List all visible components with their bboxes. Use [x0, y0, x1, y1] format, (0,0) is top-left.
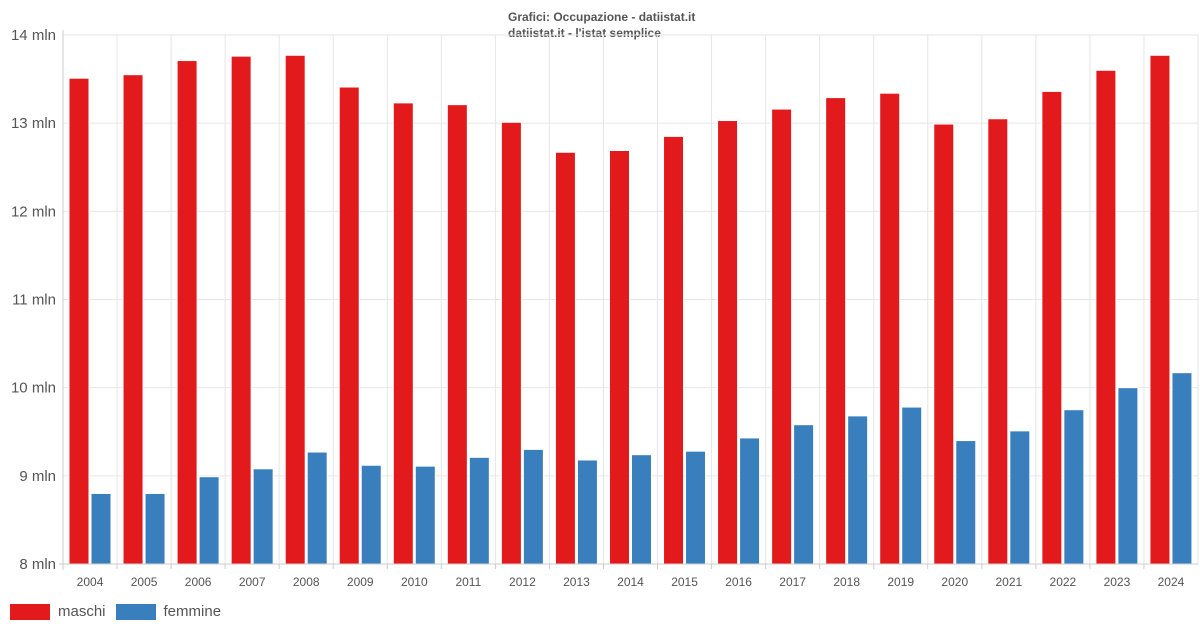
bar-femmine — [198, 476, 220, 565]
bar-femmine — [576, 459, 598, 565]
bar-femmine — [685, 450, 707, 565]
x-tick-label: 2022 — [1050, 575, 1077, 589]
bar-maschi — [554, 151, 576, 565]
y-tick-label: 13 mln — [11, 115, 56, 132]
chart-title: Grafici: Occupazione - datiistat.it — [508, 10, 695, 24]
legend: maschi femmine — [10, 603, 231, 620]
bar-femmine — [847, 415, 869, 565]
x-tick-label: 2012 — [509, 575, 536, 589]
bar-maschi — [1149, 54, 1171, 565]
bar-femmine — [1009, 430, 1031, 565]
x-tick-label: 2017 — [779, 575, 806, 589]
x-tick-label: 2018 — [833, 575, 860, 589]
x-tick-label: 2005 — [131, 575, 158, 589]
bar-femmine — [1063, 409, 1085, 565]
legend-item-maschi[interactable]: maschi — [10, 603, 106, 620]
y-tick-label: 11 mln — [12, 292, 56, 309]
x-tick-label: 2010 — [401, 575, 428, 589]
legend-label-femmine: femmine — [163, 603, 222, 620]
legend-item-femmine[interactable]: femmine — [115, 603, 222, 620]
y-tick-label: 9 mln — [19, 468, 56, 485]
x-tick-label: 2023 — [1104, 575, 1131, 589]
bar-femmine — [144, 492, 166, 565]
x-tick-label: 2014 — [617, 575, 644, 589]
x-tick-label: 2009 — [347, 575, 374, 589]
bar-femmine — [522, 448, 544, 565]
bar-maschi — [987, 118, 1009, 565]
x-tick-label: 2016 — [725, 575, 752, 589]
bar-maschi — [338, 86, 360, 565]
bar-maschi — [1095, 69, 1117, 565]
bar-maschi — [771, 108, 793, 565]
legend-label-maschi: maschi — [58, 603, 106, 620]
bar-femmine — [1117, 387, 1139, 565]
bar-maschi — [230, 55, 252, 565]
bar-maschi — [122, 74, 144, 565]
legend-swatch-maschi — [10, 603, 50, 620]
x-tick-label: 2004 — [77, 575, 104, 589]
x-tick-label: 2011 — [455, 575, 481, 589]
x-tick-label: 2013 — [563, 575, 590, 589]
bar-femmine — [630, 454, 652, 565]
bar-femmine — [901, 406, 923, 565]
chart-subtitle: datiistat.it - l'istat semplice — [508, 26, 661, 40]
bar-femmine — [955, 440, 977, 565]
bar-femmine — [414, 465, 436, 565]
bar-maschi — [717, 120, 739, 565]
legend-swatch-femmine — [115, 603, 156, 620]
bar-femmine — [90, 492, 112, 565]
bar-maschi — [933, 123, 955, 565]
bar-femmine — [252, 468, 274, 565]
y-tick-label: 10 mln — [11, 380, 56, 397]
y-tick-label: 12 mln — [11, 203, 56, 220]
x-tick-label: 2007 — [239, 575, 266, 589]
bar-femmine — [793, 424, 815, 565]
bar-maschi — [663, 135, 685, 565]
y-tick-label: 8 mln — [19, 556, 56, 573]
bar-maschi — [879, 92, 901, 565]
x-tick-label: 2024 — [1158, 575, 1185, 589]
x-tick-label: 2015 — [671, 575, 698, 589]
bar-femmine — [739, 437, 761, 565]
bar-maschi — [500, 121, 522, 565]
bar-femmine — [306, 451, 328, 565]
y-tick-label: 14 mln — [11, 27, 56, 44]
bar-femmine — [1171, 372, 1193, 565]
x-tick-label: 2008 — [293, 575, 320, 589]
x-tick-label: 2006 — [185, 575, 212, 589]
bar-maschi — [68, 77, 90, 565]
bar-femmine — [360, 464, 382, 565]
bar-maschi — [446, 104, 468, 565]
x-tick-label: 2021 — [995, 575, 1022, 589]
bar-maschi — [176, 60, 198, 565]
x-tick-label: 2020 — [941, 575, 968, 589]
bar-maschi — [392, 102, 414, 565]
x-tick-label: 2019 — [887, 575, 914, 589]
bar-maschi — [825, 97, 847, 565]
bar-maschi — [284, 54, 306, 565]
bar-femmine — [468, 456, 490, 565]
bar-maschi — [608, 149, 630, 565]
bar-maschi — [1041, 90, 1063, 565]
